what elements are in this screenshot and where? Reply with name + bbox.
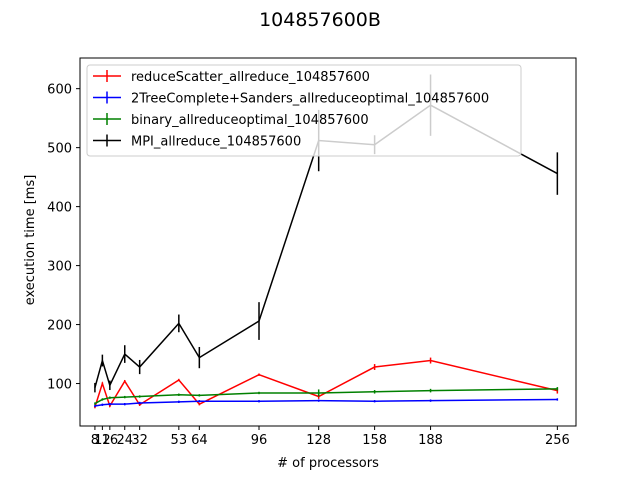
data-point	[139, 402, 141, 404]
legend-entry: binary_allreduceoptimal_104857600	[131, 113, 369, 128]
data-point	[139, 396, 141, 398]
data-point	[101, 360, 103, 362]
data-point	[178, 379, 180, 381]
legend: reduceScatter_allreduce_104857600 2TreeCo…	[86, 64, 522, 157]
data-point	[198, 394, 200, 396]
data-point	[258, 400, 260, 402]
data-point	[124, 396, 126, 398]
plot-frame	[79, 57, 577, 427]
x-tick-label: 256	[545, 433, 570, 448]
data-point	[258, 320, 260, 322]
data-point	[178, 322, 180, 324]
data-point	[198, 357, 200, 359]
y-tick-label: 500	[47, 142, 72, 157]
series-line	[94, 359, 558, 408]
data-point	[198, 400, 200, 402]
data-point	[94, 405, 96, 407]
data-point	[178, 394, 180, 396]
legend-box	[86, 64, 522, 157]
legend-entry: 2TreeComplete+Sanders_allreduceoptimal_1…	[131, 92, 489, 107]
x-tick-label: 16	[102, 433, 119, 448]
data-point	[124, 353, 126, 355]
data-point	[124, 380, 126, 382]
legend-entry: reduceScatter_allreduce_104857600	[131, 70, 370, 85]
data-point	[556, 398, 558, 400]
data-point	[139, 404, 141, 406]
series-line	[94, 388, 558, 405]
data-point	[430, 400, 432, 402]
data-point	[430, 360, 432, 362]
x-tick-label: 158	[362, 433, 387, 448]
x-tick-label: 53	[171, 433, 188, 448]
x-tick-label: 12	[94, 433, 111, 448]
legend-entry: MPI_allreduce_104857600	[131, 135, 301, 150]
chart-title: 104857600B	[259, 9, 381, 31]
x-tick-label: 64	[191, 433, 208, 448]
data-point	[101, 398, 103, 400]
x-axis-label: # of processors	[277, 456, 379, 471]
y-tick-label: 400	[47, 201, 72, 216]
x-tick-label: 128	[306, 433, 331, 448]
y-tick-label: 200	[47, 319, 72, 334]
y-axis-label: execution time [ms]	[23, 175, 38, 306]
data-point	[318, 400, 320, 402]
data-point	[101, 404, 103, 406]
y-tick-label: 100	[47, 378, 72, 393]
series-line	[94, 398, 558, 407]
data-point	[109, 384, 111, 386]
data-point	[374, 366, 376, 368]
data-point	[556, 388, 558, 390]
y-tick-label: 300	[47, 260, 72, 275]
data-point	[101, 383, 103, 385]
data-point	[109, 403, 111, 405]
data-point	[430, 390, 432, 392]
x-tick-label: 24	[116, 433, 133, 448]
x-tick-label: 96	[251, 433, 268, 448]
series-2	[94, 398, 559, 408]
data-point	[258, 392, 260, 394]
data-point	[318, 392, 320, 394]
data-point	[258, 374, 260, 376]
x-tick-label: 32	[131, 433, 148, 448]
data-point	[556, 173, 558, 175]
y-tick-label: 600	[47, 83, 72, 98]
data-point	[109, 405, 111, 407]
data-point	[178, 401, 180, 403]
data-point	[94, 403, 96, 405]
data-point	[139, 366, 141, 368]
data-point	[94, 387, 96, 389]
x-tick-label: 8	[91, 433, 99, 448]
x-tick-label: 188	[418, 433, 443, 448]
data-point	[374, 391, 376, 393]
series-3	[94, 387, 559, 405]
data-point	[198, 403, 200, 405]
data-point	[374, 400, 376, 402]
data-point	[109, 397, 111, 399]
data-point	[124, 403, 126, 405]
